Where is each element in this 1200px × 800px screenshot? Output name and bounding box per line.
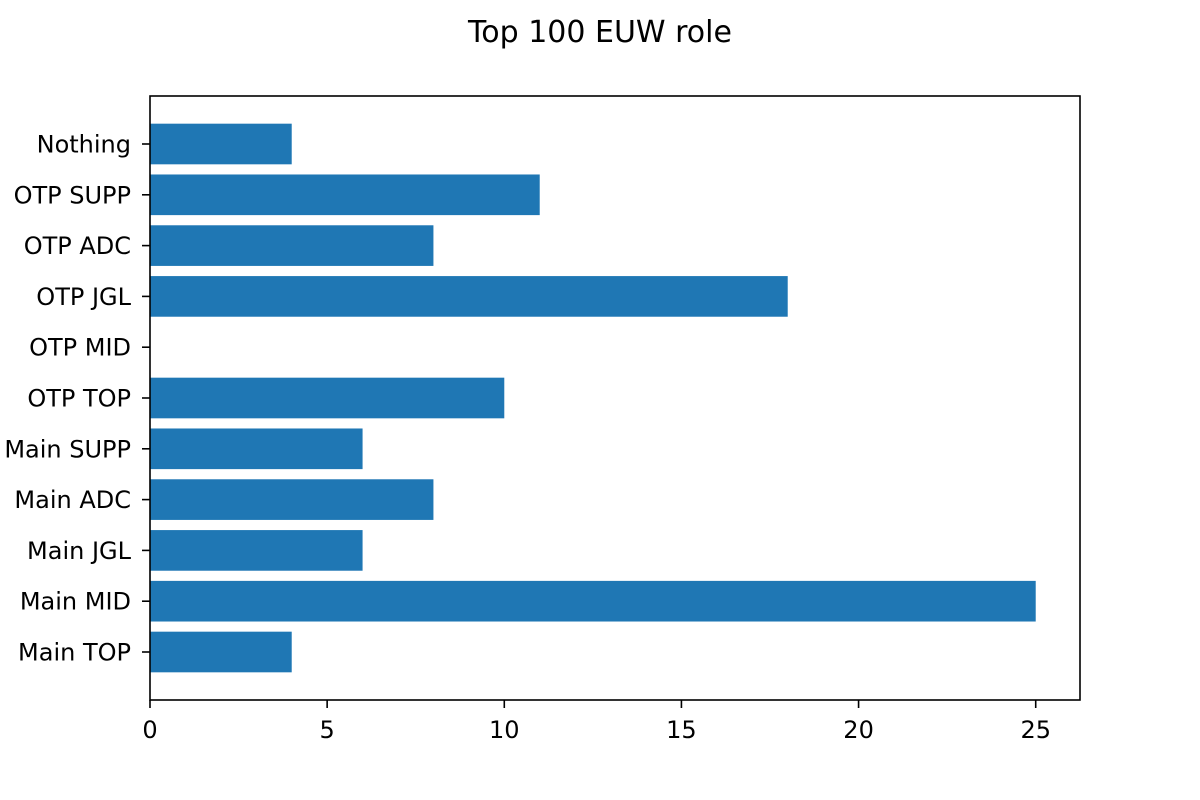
bar-main-top	[150, 631, 292, 673]
x-tick-label: 20	[843, 716, 874, 744]
chart-title: Top 100 EUW role	[467, 15, 732, 50]
x-tick-label: 15	[666, 716, 697, 744]
y-tick-label: Nothing	[37, 131, 131, 159]
bar-otp-supp	[150, 174, 540, 216]
y-axis-ticks: Main TOP Main MID Main JGL Main ADC Main SUP…	[4, 131, 150, 667]
y-tick-label: Main SUPP	[4, 435, 131, 463]
x-tick-label: 0	[142, 716, 157, 744]
bar-otp-adc	[150, 225, 434, 266]
bar-main-jgl	[150, 530, 363, 571]
bar-main-adc	[150, 479, 434, 520]
bar-main-mid	[150, 580, 1036, 622]
bar-nothing	[150, 123, 292, 165]
y-tick-label: Main TOP	[18, 639, 131, 667]
bars-layer	[150, 123, 1036, 673]
x-tick-label: 10	[489, 716, 520, 744]
plot-frame	[149, 95, 1081, 701]
y-tick-label: Main JGL	[27, 537, 132, 565]
y-tick-label: OTP SUPP	[14, 181, 131, 209]
bar-main-supp	[150, 428, 363, 470]
x-axis-ticks: 0 5 10 15 20 25	[142, 700, 1051, 744]
bar-otp-top	[150, 377, 505, 419]
y-tick-label: OTP JGL	[36, 283, 131, 311]
bar-otp-jgl	[150, 276, 788, 317]
x-tick-label: 5	[320, 716, 335, 744]
y-tick-label: OTP ADC	[24, 232, 131, 260]
y-tick-label: Main ADC	[14, 486, 131, 514]
y-tick-label: OTP MID	[29, 334, 131, 362]
x-tick-label: 25	[1020, 716, 1051, 744]
y-tick-label: Main MID	[20, 588, 131, 616]
y-tick-label: OTP TOP	[27, 385, 131, 413]
